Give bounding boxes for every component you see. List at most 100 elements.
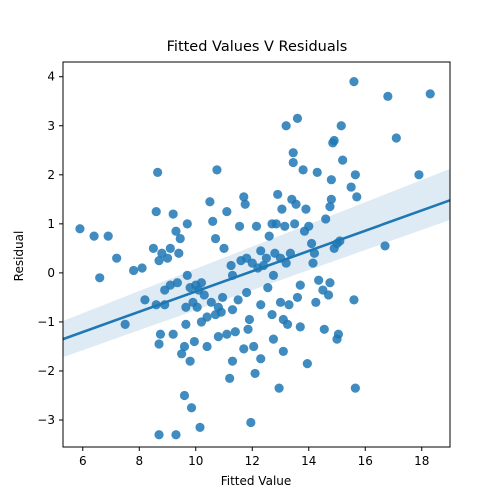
data-point: [196, 278, 207, 288]
data-point: [112, 253, 122, 263]
data-point: [298, 165, 308, 175]
data-point: [282, 319, 293, 329]
data-point: [251, 221, 262, 231]
data-point: [129, 265, 139, 276]
data-point: [277, 204, 287, 214]
data-point: [234, 221, 245, 231]
data-point: [175, 233, 185, 244]
data-point: [212, 165, 222, 175]
data-point: [268, 334, 279, 344]
y-tick-label: −1: [37, 315, 55, 329]
data-point: [75, 224, 85, 234]
data-point: [227, 356, 238, 366]
data-point: [336, 121, 346, 131]
data-point: [226, 260, 236, 271]
data-point: [295, 280, 305, 290]
x-axis-label: Fitted Value: [221, 474, 292, 488]
data-point: [213, 332, 223, 342]
data-point: [321, 214, 331, 224]
x-tick-label: 16: [358, 454, 373, 468]
data-point: [181, 302, 191, 312]
data-point: [325, 202, 335, 212]
data-point: [302, 359, 312, 369]
data-point: [275, 297, 286, 307]
data-point: [154, 339, 164, 349]
data-point: [349, 77, 359, 87]
data-point: [346, 182, 356, 192]
data-point: [222, 329, 232, 339]
data-point: [308, 258, 318, 268]
regression-line: [63, 199, 450, 341]
data-point: [284, 300, 294, 310]
x-tick-label: 6: [79, 454, 87, 468]
data-point: [278, 346, 288, 356]
data-point: [383, 91, 393, 101]
data-point: [256, 300, 266, 310]
data-point: [261, 253, 271, 263]
data-point: [206, 297, 216, 307]
plot-area: [63, 77, 450, 440]
y-tick-label: 0: [47, 266, 55, 280]
data-point: [380, 241, 390, 251]
data-point: [177, 349, 187, 359]
data-point: [202, 341, 212, 352]
data-point: [288, 157, 298, 168]
data-point: [219, 243, 229, 253]
y-tick-label: 3: [47, 119, 55, 133]
data-point: [333, 329, 344, 339]
data-point: [323, 290, 334, 300]
data-point: [120, 319, 130, 329]
data-point: [216, 307, 226, 317]
data-point: [154, 256, 164, 266]
data-point: [153, 167, 163, 177]
x-tick-label: 18: [414, 454, 429, 468]
data-point: [233, 295, 243, 305]
data-point: [425, 89, 435, 99]
data-point: [171, 430, 181, 440]
data-point: [103, 231, 113, 241]
data-point: [292, 292, 303, 303]
data-point: [179, 341, 190, 352]
y-tick-label: 1: [47, 217, 55, 231]
data-point: [165, 280, 175, 290]
y-tick-label: −3: [37, 413, 55, 427]
data-point: [246, 417, 256, 428]
data-point: [292, 113, 303, 124]
data-point: [181, 319, 191, 329]
data-point: [295, 322, 305, 332]
x-tick-label: 12: [245, 454, 260, 468]
x-tick-label: 8: [135, 454, 143, 468]
data-point: [182, 270, 192, 280]
data-point: [155, 329, 166, 339]
data-point: [271, 219, 281, 229]
data-point: [182, 219, 192, 229]
data-point: [314, 275, 324, 285]
data-point: [165, 243, 175, 253]
data-point: [291, 199, 301, 209]
data-point: [325, 278, 335, 288]
data-point: [301, 204, 311, 214]
data-point: [414, 170, 424, 180]
data-point: [350, 170, 360, 180]
data-point: [218, 292, 228, 303]
data-point: [239, 192, 249, 202]
data-point: [89, 231, 99, 241]
data-point: [202, 312, 212, 322]
data-point: [288, 148, 298, 158]
data-point: [199, 290, 209, 300]
data-point: [312, 167, 322, 177]
data-point: [179, 390, 190, 401]
data-point: [306, 238, 317, 249]
data-point: [185, 356, 195, 366]
data-point: [186, 403, 197, 413]
data-point: [205, 197, 215, 207]
data-point: [263, 283, 273, 293]
data-point: [168, 209, 178, 219]
data-point: [222, 206, 232, 217]
axes-frame: [62, 61, 451, 448]
data-point: [151, 206, 161, 217]
data-point: [140, 295, 150, 305]
x-tick-label: 10: [188, 454, 203, 468]
